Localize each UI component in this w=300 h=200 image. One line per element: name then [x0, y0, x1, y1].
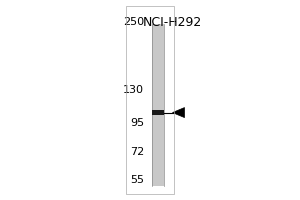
Text: 95: 95	[130, 118, 144, 128]
Text: 130: 130	[123, 85, 144, 95]
Text: NCI-H292: NCI-H292	[143, 16, 202, 29]
Text: 72: 72	[130, 147, 144, 157]
Polygon shape	[172, 108, 184, 118]
Text: 55: 55	[130, 175, 144, 185]
Bar	[152, 110, 164, 115]
Text: 250: 250	[123, 17, 144, 27]
Bar	[126, 6, 174, 194]
Bar	[152, 24, 164, 186]
